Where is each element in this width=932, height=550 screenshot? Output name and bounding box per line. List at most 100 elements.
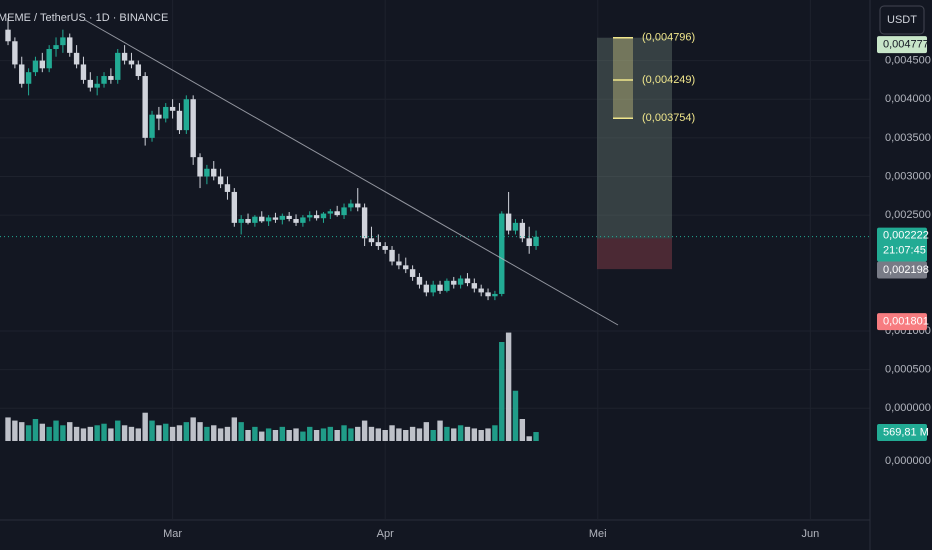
candle-body	[190, 99, 196, 158]
volume-bar	[128, 426, 135, 441]
candle-body	[533, 236, 539, 247]
volume-bar	[265, 428, 272, 441]
candle-body	[12, 41, 18, 65]
volume-bar	[519, 419, 526, 441]
candle-body	[320, 213, 327, 219]
candle-body	[211, 168, 217, 177]
candle-body	[25, 72, 32, 84]
volume-bar	[471, 428, 478, 441]
price-badge-label: 0,004777	[883, 39, 929, 51]
candle-body	[149, 114, 155, 138]
candle-body	[382, 246, 388, 250]
candle-body	[39, 60, 46, 69]
candle-body	[416, 276, 423, 285]
volume-bar	[238, 422, 244, 441]
candle-body	[457, 278, 464, 285]
volume-bar	[67, 422, 73, 441]
y-tick-label: 0,004000	[885, 93, 931, 105]
volume-bar	[457, 425, 464, 441]
candle-body	[471, 283, 478, 289]
candle-body	[115, 52, 121, 80]
candle-body	[341, 207, 347, 216]
volume-bar	[382, 430, 388, 441]
volume-bar	[334, 430, 340, 441]
volume-bar	[217, 428, 224, 441]
candle-body	[128, 60, 135, 65]
candle-body	[259, 216, 265, 222]
volume-bar	[149, 420, 155, 441]
candle-body	[307, 215, 313, 218]
volume-bar	[307, 426, 313, 441]
currency-button[interactable]	[879, 5, 925, 35]
candle-body	[279, 215, 286, 220]
candle-body	[19, 64, 25, 84]
volume-bar	[286, 430, 292, 441]
volume-bar	[80, 428, 87, 441]
volume-bar	[348, 428, 354, 441]
candle-body	[492, 293, 498, 297]
price-axis: 0,004500 0,004000 0,003500 0,003000 0,002500…	[163, 36, 931, 540]
candle-body	[224, 184, 231, 192]
volume-bar	[204, 426, 210, 441]
volume-bar	[19, 422, 25, 441]
countdown-label: 21:07:45	[883, 245, 926, 257]
price-badge-label: 0,002198	[883, 264, 929, 276]
candle-body	[444, 280, 450, 291]
volume-bar	[163, 423, 169, 441]
volume-bar	[259, 431, 265, 441]
candle-body	[217, 176, 224, 185]
candle-body	[67, 37, 73, 53]
volume-bar	[176, 425, 183, 441]
candle-body	[300, 217, 306, 223]
volume-bar	[115, 420, 121, 441]
candle-body	[252, 216, 258, 223]
y-tick-label: 0,000000	[885, 402, 931, 414]
candle-body	[245, 218, 251, 223]
volume-bar	[505, 332, 512, 441]
volume-bar	[121, 425, 128, 441]
candle-body	[53, 45, 59, 49]
current-price-badge	[877, 227, 927, 262]
candle-body	[94, 83, 100, 88]
candle-body	[409, 269, 416, 277]
candle-body	[355, 203, 361, 208]
x-tick-label: Mar	[163, 528, 182, 540]
volume-bar	[355, 426, 361, 441]
y-tick-label: 0,004500	[885, 54, 931, 66]
volume-bar	[341, 425, 347, 441]
candle-body	[389, 249, 395, 262]
volume-bar	[451, 428, 457, 441]
candle-body	[87, 79, 94, 88]
candle-body	[5, 29, 11, 42]
candle-body	[169, 106, 176, 111]
volume-axis-label: 0,000000	[885, 455, 931, 467]
y-tick-label: 0,003000	[885, 170, 931, 182]
candle-body	[32, 60, 39, 73]
candle-body	[403, 265, 409, 270]
candle-body	[430, 284, 436, 293]
candle-body	[512, 222, 519, 231]
volume-bar	[101, 423, 107, 441]
y-tick-label: 0,002500	[885, 209, 931, 221]
volume-bar	[492, 425, 498, 441]
y-tick-label: 0,000500	[885, 364, 931, 376]
volume-bar	[437, 420, 443, 441]
volume-bar	[464, 426, 471, 441]
profit-zone	[597, 37, 672, 239]
candle-body	[163, 106, 169, 119]
candle-body	[121, 52, 128, 61]
volume-bar	[94, 425, 100, 441]
candle-body	[80, 64, 87, 80]
volume-bar	[320, 428, 327, 441]
x-tick-label: Mei	[589, 528, 607, 540]
volume-bar	[368, 426, 375, 441]
candle-body	[293, 218, 299, 223]
target-label: (0,003754)	[642, 112, 695, 124]
volume-bar	[231, 417, 238, 441]
volume-bar	[252, 426, 258, 441]
candle-body	[204, 168, 210, 177]
candle-body	[60, 37, 66, 46]
volume-bar	[156, 425, 162, 441]
